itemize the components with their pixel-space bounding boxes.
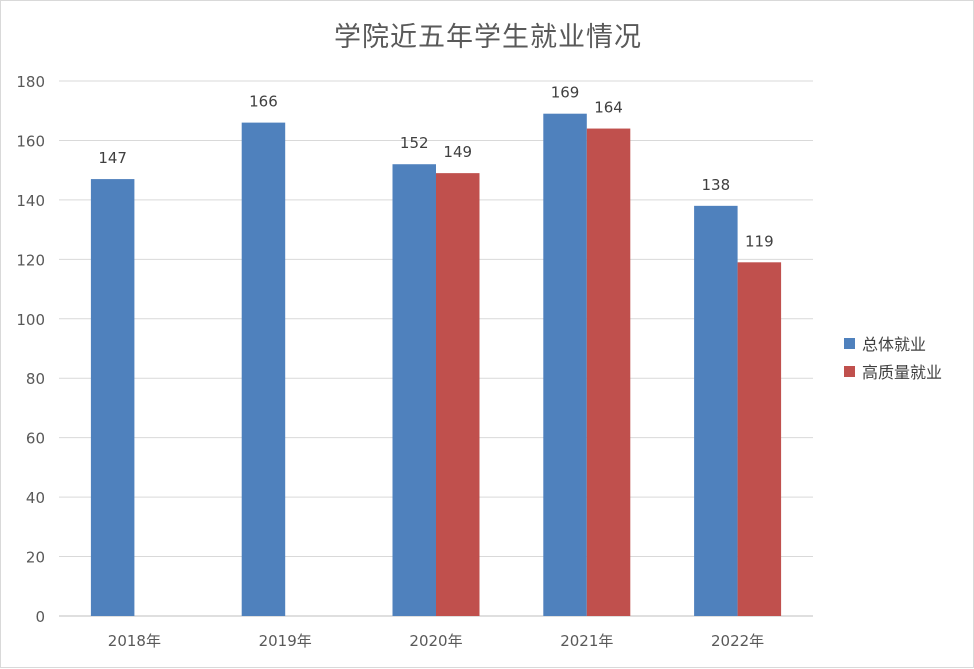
x-tick-label: 2018年: [108, 632, 161, 650]
y-tick-label: 160: [16, 132, 45, 150]
x-tick-label: 2022年: [711, 632, 764, 650]
data-label: 149: [443, 143, 472, 161]
legend-item-high-quality: 高质量就业: [844, 357, 942, 385]
data-label: 152: [400, 134, 429, 152]
bar-high-quality: [737, 262, 782, 616]
data-label: 119: [745, 232, 774, 250]
data-label: 166: [249, 93, 278, 111]
bar-high-quality: [586, 128, 631, 617]
data-label: 138: [702, 176, 731, 194]
y-tick-label: 40: [26, 489, 45, 507]
bar-overall: [392, 164, 436, 616]
y-tick-label: 0: [35, 608, 45, 626]
x-tick-label: 2020年: [409, 632, 462, 650]
legend-swatch-overall: [844, 337, 855, 349]
bar-overall: [90, 179, 135, 617]
legend-label-high-quality: 高质量就业: [862, 363, 943, 382]
y-tick-label: 120: [16, 251, 45, 269]
data-label: 147: [98, 149, 127, 167]
legend-swatch-high-quality: [844, 365, 855, 377]
x-tick-label: 2021年: [560, 632, 613, 650]
y-tick-label: 80: [26, 370, 45, 388]
bar-overall: [543, 113, 587, 616]
legend-item-overall: 总体就业: [844, 329, 942, 357]
bar-overall: [694, 205, 738, 617]
data-label: 164: [594, 99, 623, 117]
legend: 总体就业 高质量就业: [844, 329, 942, 385]
x-tick-label: 2019年: [259, 632, 312, 650]
bar-high-quality: [436, 173, 480, 616]
y-tick-label: 100: [16, 311, 45, 329]
y-tick-label: 180: [16, 73, 45, 91]
y-tick-label: 20: [26, 549, 45, 567]
bar-overall: [241, 122, 286, 616]
legend-label-overall: 总体就业: [862, 335, 927, 354]
data-label: 169: [551, 84, 580, 102]
chart-title: 学院近五年学生就业情况: [334, 22, 642, 53]
y-tick-label: 140: [16, 192, 45, 210]
y-tick-label: 60: [26, 430, 45, 448]
